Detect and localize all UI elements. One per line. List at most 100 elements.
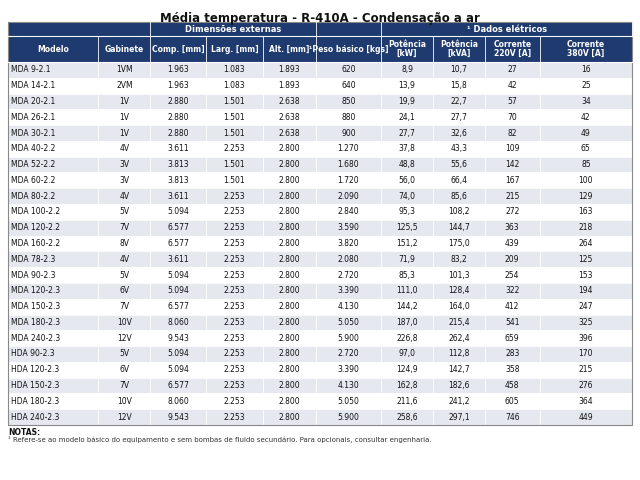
Text: 56,0: 56,0 bbox=[399, 176, 415, 185]
Bar bbox=[262, 172, 316, 188]
Text: 2.253: 2.253 bbox=[224, 365, 245, 374]
Bar bbox=[433, 220, 484, 236]
Text: 659: 659 bbox=[505, 334, 520, 343]
Text: 1.501: 1.501 bbox=[224, 113, 245, 122]
Text: 142,7: 142,7 bbox=[448, 365, 470, 374]
Bar bbox=[262, 252, 316, 267]
Bar bbox=[316, 220, 381, 236]
Text: 2VM: 2VM bbox=[116, 81, 132, 90]
Bar bbox=[433, 172, 484, 188]
Text: 34: 34 bbox=[581, 97, 591, 106]
Text: 2.800: 2.800 bbox=[278, 144, 300, 153]
Bar bbox=[433, 362, 484, 378]
Text: 124,9: 124,9 bbox=[396, 365, 418, 374]
Bar bbox=[316, 188, 381, 204]
Text: 5.050: 5.050 bbox=[337, 318, 359, 327]
Text: 6.577: 6.577 bbox=[168, 223, 189, 232]
Bar bbox=[207, 78, 262, 94]
Bar bbox=[433, 378, 484, 394]
Text: MDA 150-2.3: MDA 150-2.3 bbox=[11, 302, 60, 311]
Bar bbox=[99, 314, 150, 330]
Bar bbox=[207, 172, 262, 188]
Text: 322: 322 bbox=[505, 287, 520, 295]
Bar bbox=[207, 267, 262, 283]
Text: 5.094: 5.094 bbox=[168, 287, 189, 295]
Text: 142: 142 bbox=[505, 160, 520, 169]
Text: 2.800: 2.800 bbox=[278, 334, 300, 343]
Bar bbox=[207, 362, 262, 378]
Bar bbox=[316, 378, 381, 394]
Text: 358: 358 bbox=[505, 365, 520, 374]
Text: 9.543: 9.543 bbox=[168, 334, 189, 343]
Text: Potência
[kW]: Potência [kW] bbox=[388, 40, 426, 59]
Text: 3.590: 3.590 bbox=[337, 223, 359, 232]
Text: 209: 209 bbox=[505, 255, 520, 264]
Text: 71,9: 71,9 bbox=[399, 255, 415, 264]
Bar bbox=[99, 141, 150, 156]
Text: 620: 620 bbox=[341, 65, 356, 74]
Bar bbox=[381, 188, 433, 204]
Bar bbox=[433, 36, 484, 62]
Bar bbox=[8, 220, 99, 236]
Bar bbox=[381, 346, 433, 362]
Bar bbox=[433, 94, 484, 109]
Bar bbox=[207, 330, 262, 346]
Bar bbox=[99, 62, 150, 78]
Text: 746: 746 bbox=[505, 413, 520, 421]
Bar bbox=[150, 94, 207, 109]
Text: 125,5: 125,5 bbox=[396, 223, 418, 232]
Text: 2.800: 2.800 bbox=[278, 397, 300, 406]
Bar bbox=[381, 409, 433, 425]
Bar bbox=[484, 36, 540, 62]
Bar bbox=[316, 78, 381, 94]
Bar bbox=[540, 267, 632, 283]
Bar bbox=[540, 125, 632, 141]
Text: 364: 364 bbox=[579, 397, 593, 406]
Text: 1V: 1V bbox=[120, 97, 129, 106]
Text: 2.800: 2.800 bbox=[278, 176, 300, 185]
Bar bbox=[484, 346, 540, 362]
Text: MDA 120-2.3: MDA 120-2.3 bbox=[11, 287, 60, 295]
Bar bbox=[381, 172, 433, 188]
Text: 3.390: 3.390 bbox=[337, 365, 359, 374]
Bar bbox=[207, 394, 262, 409]
Text: 15,8: 15,8 bbox=[451, 81, 467, 90]
Text: 66,4: 66,4 bbox=[451, 176, 467, 185]
Text: 605: 605 bbox=[505, 397, 520, 406]
Text: 8,9: 8,9 bbox=[401, 65, 413, 74]
Text: 7V: 7V bbox=[119, 381, 129, 390]
Text: Comp. [mm]: Comp. [mm] bbox=[152, 45, 205, 53]
Bar bbox=[207, 378, 262, 394]
Bar bbox=[484, 394, 540, 409]
Text: 258,6: 258,6 bbox=[396, 413, 418, 421]
Text: 5.900: 5.900 bbox=[337, 413, 359, 421]
Bar bbox=[8, 236, 99, 252]
Text: 2.800: 2.800 bbox=[278, 207, 300, 216]
Bar bbox=[262, 314, 316, 330]
Text: MDA 30-2.1: MDA 30-2.1 bbox=[11, 129, 56, 138]
Bar bbox=[8, 125, 99, 141]
Bar bbox=[381, 330, 433, 346]
Text: 2.720: 2.720 bbox=[337, 271, 359, 279]
Bar bbox=[150, 172, 207, 188]
Bar bbox=[99, 378, 150, 394]
Text: HDA 90-2.3: HDA 90-2.3 bbox=[11, 349, 54, 359]
Bar bbox=[381, 78, 433, 94]
Bar bbox=[150, 346, 207, 362]
Text: 6.577: 6.577 bbox=[168, 302, 189, 311]
Text: 2.800: 2.800 bbox=[278, 271, 300, 279]
Bar bbox=[433, 188, 484, 204]
Bar bbox=[316, 156, 381, 172]
Text: 129: 129 bbox=[579, 192, 593, 201]
Bar bbox=[150, 299, 207, 314]
Text: MDA 9-2.1: MDA 9-2.1 bbox=[11, 65, 51, 74]
Bar bbox=[484, 314, 540, 330]
Text: MDA 52-2.2: MDA 52-2.2 bbox=[11, 160, 55, 169]
Bar bbox=[262, 283, 316, 299]
Text: 12V: 12V bbox=[117, 334, 132, 343]
Bar bbox=[316, 314, 381, 330]
Bar bbox=[8, 156, 99, 172]
Text: 2.253: 2.253 bbox=[224, 381, 245, 390]
Bar bbox=[433, 346, 484, 362]
Text: 226,8: 226,8 bbox=[396, 334, 418, 343]
